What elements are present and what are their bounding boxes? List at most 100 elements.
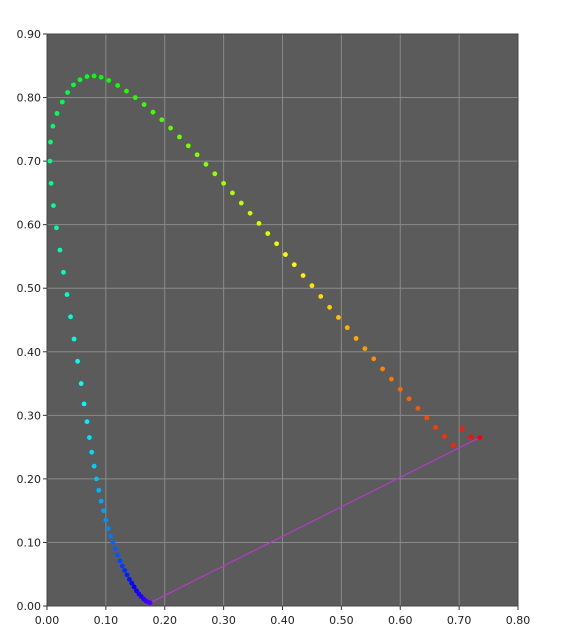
spectral-point [115,83,121,88]
spectral-point [50,123,56,129]
spectral-point [68,314,73,320]
spectral-point [86,435,92,440]
spectral-point [94,476,99,482]
spectral-point [89,449,95,455]
spectral-point [194,152,200,158]
spectral-point [54,111,60,116]
spectral-point [131,584,137,590]
spectral-point [127,576,132,582]
spectral-point [177,134,182,140]
y-tick-labels: 0.00 0.10 0.20 0.30 0.40 0.50 0.60 0.70 0.80 0.90 [17,28,42,613]
spectral-point [468,434,474,440]
spectral-point [59,99,65,105]
spectral-point [78,381,84,386]
spectral-point [380,366,385,372]
spectral-point [141,102,147,107]
spectral-point [450,442,456,448]
spectral-point [397,386,403,392]
spectral-point [256,220,262,226]
spectral-point [81,401,87,407]
spectral-point [64,292,70,297]
spectral-point [96,487,102,493]
spectral-point [57,247,63,253]
y-tick-label: 0.60 [17,219,42,232]
spectral-point [105,526,111,531]
spectral-point [47,158,53,164]
spectral-point [48,180,54,186]
spectral-point [124,88,129,94]
spectral-point [98,74,104,80]
spectral-point [477,435,483,440]
spectral-point [459,426,465,432]
spectral-point [353,336,359,341]
spectral-point [362,346,368,351]
spectral-point [389,376,394,382]
y-tick-label: 0.30 [17,409,42,422]
y-tick-label: 0.50 [17,282,42,295]
spectral-point [132,95,138,100]
spectral-point [274,241,280,247]
purple-line [149,437,481,604]
spectral-point [442,433,447,439]
spectral-point [134,588,139,594]
spectral-point [48,139,53,145]
spectral-point [129,580,135,586]
spectral-point [300,273,306,278]
spectral-point [433,425,438,430]
spectral-point [265,231,271,236]
spectral-point [318,294,324,299]
spectral-point [124,572,130,578]
spectral-point [371,356,377,362]
x-tick-label: 0.40 [270,614,295,627]
y-tick-label: 0.10 [17,536,42,549]
spectral-point [51,203,56,209]
x-tick-label: 0.20 [153,614,178,627]
x-tick-label: 0.70 [447,614,472,627]
spectral-point [61,269,66,275]
spectral-point [203,161,209,167]
y-tick-label: 0.90 [17,28,42,41]
y-tick-label: 0.00 [17,600,42,613]
spectral-point [54,225,59,231]
x-tick-label: 0.80 [506,614,531,627]
x-tick-label: 0.50 [329,614,354,627]
spectral-point [106,77,112,83]
spectral-point [77,77,83,83]
plot-border [46,33,519,607]
spectral-point [98,498,104,504]
spectral-point [327,304,332,310]
spectral-point [117,558,123,564]
spectral-point [221,180,227,186]
spectral-point [84,419,90,425]
y-tick-label: 0.20 [17,473,42,486]
spectral-point [65,90,71,95]
spectral-point [115,552,121,558]
spectral-point [424,415,430,421]
spectral-point [150,109,156,115]
data-marks [47,73,483,606]
spectral-point [112,546,118,552]
spectral-point [159,117,165,123]
spectral-point [91,463,97,469]
spectral-point [291,262,297,268]
x-tick-labels: 0.00 0.10 0.20 0.30 0.40 0.50 0.60 0.70 0.80 [35,614,531,627]
spectral-point [71,82,76,88]
x-tick-label: 0.00 [35,614,60,627]
spectral-point [309,283,315,289]
spectral-point [344,325,350,331]
grid-lines [47,34,518,606]
spectral-point [247,210,253,216]
spectral-point [122,568,128,573]
spectral-point [168,125,174,131]
spectral-point [415,405,421,411]
x-tick-label: 0.10 [94,614,119,627]
spectral-point [75,358,81,364]
y-tick-label: 0.80 [17,92,42,105]
spectral-point [212,171,218,177]
spectral-point [84,74,90,79]
spectral-point [119,563,125,569]
spectral-point [91,73,97,79]
spectral-point [283,252,288,257]
spectral-point [110,540,116,545]
spectral-point [108,533,113,539]
